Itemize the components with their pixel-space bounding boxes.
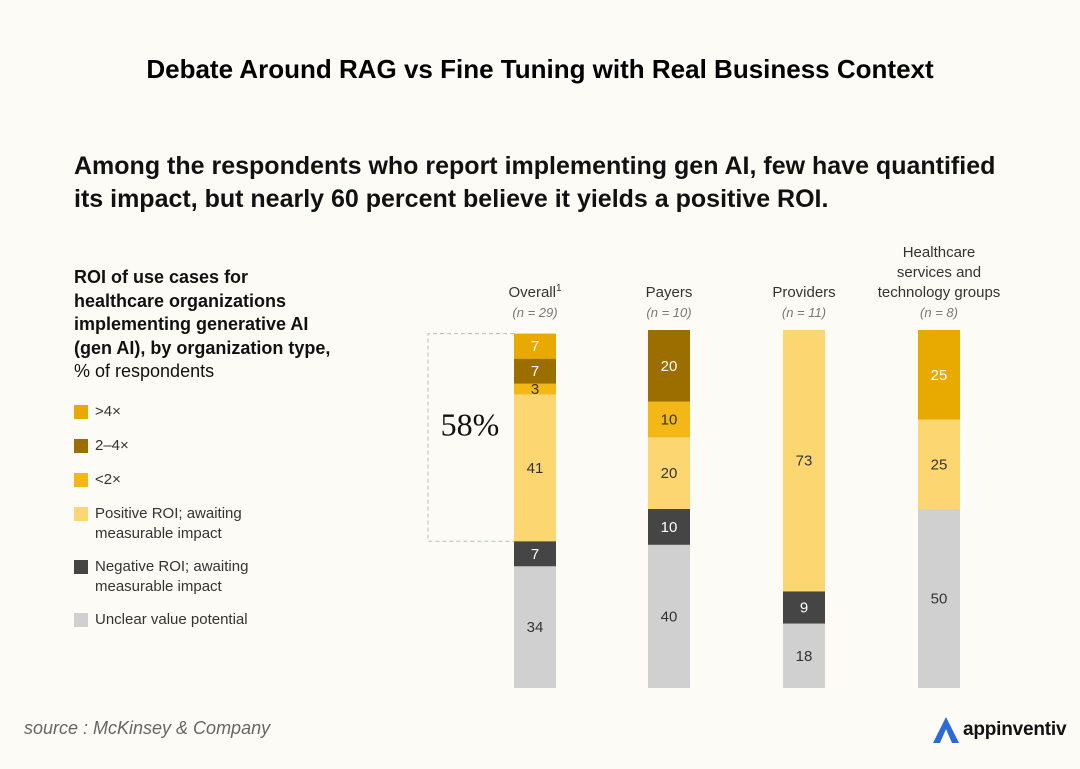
- legend-swatch-negative-roi: [74, 560, 88, 574]
- bar-value-label: 73: [796, 453, 813, 470]
- category-footnote-marker: 1: [556, 283, 562, 294]
- bar-value-label: 25: [931, 456, 948, 473]
- legend-label-positive-roi: Positive ROI; awaiting measurable impact: [95, 505, 242, 542]
- bar-value-label: 34: [527, 619, 544, 636]
- bar-value-label: 7: [531, 363, 539, 380]
- bar-segment-negative-roi-awaiting-measurable-impact: [783, 591, 825, 624]
- bar-segment-positive-roi-awaiting-measurable-impact: [514, 394, 556, 542]
- legend-item-positive-roi: Positive ROI; awaiting measurable impact: [74, 504, 275, 544]
- appinventiv-logo-icon: [933, 717, 959, 743]
- category-sample-size: (n = 11): [782, 305, 826, 320]
- legend-item-2-4x: 2–4×: [74, 436, 275, 456]
- category-sample-size: (n = 10): [646, 305, 691, 320]
- legend-swatch-unclear: [74, 613, 88, 627]
- bar-value-label: 10: [661, 519, 678, 536]
- bar-value-label: 3: [531, 381, 539, 398]
- legend-item-lt2x: <2×: [74, 470, 275, 490]
- bar-value-label: 9: [800, 599, 808, 616]
- bar-segment-unclear-value-potential: [648, 544, 690, 688]
- bar-segment-positive-roi-awaiting-measurable-impact: [783, 330, 825, 592]
- category-label: services and: [897, 264, 981, 281]
- page-title: Debate Around RAG vs Fine Tuning with Re…: [146, 54, 934, 84]
- bar-segment-unclear-value-potential: [918, 509, 960, 688]
- bar-segment-4: [514, 333, 556, 359]
- brand-name: appinventiv: [963, 719, 1067, 740]
- bar-value-label: 25: [931, 367, 948, 384]
- bar-segment-unclear-value-potential: [514, 566, 556, 688]
- legend-item-gt4x: >4×: [74, 402, 275, 422]
- legend-label-2-4x: 2–4×: [95, 437, 129, 454]
- legend-item-negative-roi: Negative ROI; awaiting measurable impact: [74, 557, 275, 597]
- bar-segment-2: [514, 383, 556, 395]
- bar-value-label: 7: [531, 546, 539, 563]
- bar-segment-unclear-value-potential: [783, 623, 825, 688]
- legend-item-unclear: Unclear value potential: [74, 610, 275, 630]
- bar-segment-4: [918, 330, 960, 420]
- bar-value-label: 20: [661, 465, 678, 482]
- chart-title-unit: % of respondents: [74, 361, 215, 381]
- legend-label-gt4x: >4×: [95, 403, 121, 420]
- bar-value-label: 18: [796, 648, 813, 665]
- chart-title: ROI of use cases for healthcare organiza…: [74, 266, 334, 384]
- legend-swatch-gt4x: [74, 405, 88, 419]
- bar-segment-2-4: [514, 358, 556, 384]
- annotation-positive-roi-total: 58%: [441, 406, 500, 442]
- bar-value-label: 40: [661, 608, 678, 625]
- bar-segment-positive-roi-awaiting-measurable-impact: [648, 437, 690, 509]
- brand-logo: appinventiv: [932, 716, 1067, 744]
- category-label: Providers: [772, 284, 835, 301]
- bar-value-label: 20: [661, 358, 678, 375]
- bar-segment-negative-roi-awaiting-measurable-impact: [648, 509, 690, 545]
- legend-swatch-lt2x: [74, 473, 88, 487]
- legend-swatch-positive-roi: [74, 507, 88, 521]
- category-label: Payers: [646, 284, 693, 301]
- legend-label-lt2x: <2×: [95, 471, 121, 488]
- bar-segment-2-4: [648, 330, 690, 402]
- category-sample-size: (n = 29): [512, 305, 557, 320]
- legend-swatch-2-4x: [74, 439, 88, 453]
- bar-value-label: 7: [531, 338, 539, 355]
- category-label: technology groups: [878, 284, 1001, 301]
- headline: Among the respondents who report impleme…: [74, 152, 996, 213]
- annotation-bracket: [427, 333, 514, 542]
- bar-value-label: 50: [931, 591, 948, 608]
- legend-label-unclear: Unclear value potential: [95, 611, 248, 628]
- bar-segment-positive-roi-awaiting-measurable-impact: [918, 419, 960, 509]
- category-label: Overall1: [508, 283, 562, 301]
- chart-title-bold: ROI of use cases for healthcare organiza…: [74, 267, 331, 358]
- bar-value-label: 41: [527, 460, 544, 477]
- category-sample-size: (n = 8): [920, 305, 958, 320]
- bar-segment-negative-roi-awaiting-measurable-impact: [514, 541, 556, 567]
- category-label: Healthcare: [903, 244, 976, 261]
- bar-value-label: 10: [661, 412, 678, 429]
- bar-segment-2: [648, 401, 690, 438]
- source-credit: source : McKinsey & Company: [24, 718, 271, 738]
- legend-label-negative-roi: Negative ROI; awaiting measurable impact: [95, 558, 249, 595]
